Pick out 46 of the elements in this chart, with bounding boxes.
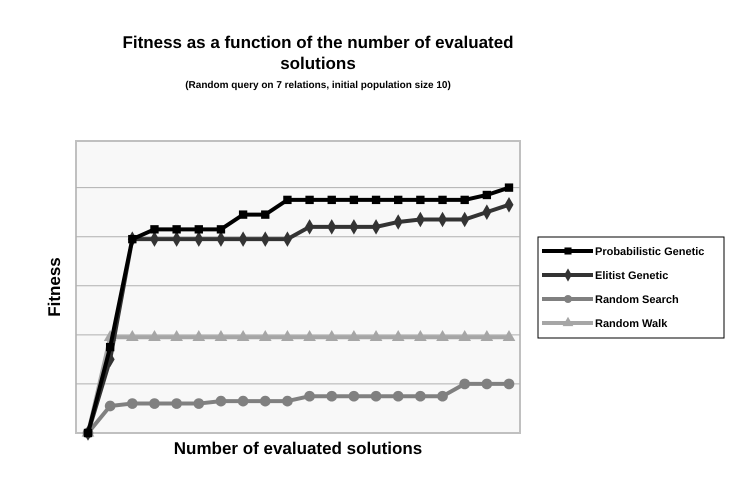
- point: [437, 390, 448, 402]
- point: [261, 210, 270, 219]
- point: [304, 390, 315, 402]
- point: [126, 398, 138, 409]
- point: [416, 196, 425, 204]
- chart-title: Fitness as a function of the number of evaluated solutions: [122, 33, 514, 73]
- point: [482, 190, 492, 200]
- point: [238, 396, 248, 406]
- point: [350, 196, 358, 204]
- point: [216, 396, 226, 406]
- point: [150, 225, 159, 234]
- point: [260, 396, 271, 406]
- point: [194, 225, 203, 234]
- point: [282, 396, 293, 406]
- point: [328, 196, 336, 204]
- point: [104, 400, 116, 412]
- legend-label: Random Search: [595, 294, 680, 306]
- point: [504, 183, 514, 192]
- legend-label: Probabilistic Genetic: [595, 246, 704, 258]
- point: [370, 390, 382, 402]
- point: [481, 378, 492, 390]
- chart-subtitle: (Random query on 7 relations, initial population size 10): [185, 80, 451, 91]
- point: [171, 398, 182, 409]
- point: [106, 342, 114, 352]
- point: [193, 398, 204, 409]
- point: [460, 196, 469, 204]
- y-axis-title: Fitness: [45, 257, 64, 317]
- legend-label: Random Walk: [595, 318, 668, 330]
- point: [238, 210, 248, 219]
- point: [394, 196, 402, 204]
- point: [438, 196, 447, 204]
- point: [172, 225, 181, 234]
- x-axis-title: Number of evaluated solutions: [174, 439, 422, 458]
- point: [415, 390, 426, 402]
- point: [504, 378, 514, 390]
- point: [392, 390, 404, 402]
- point: [326, 390, 338, 402]
- point: [348, 390, 360, 402]
- point: [305, 196, 314, 204]
- point: [283, 196, 292, 204]
- legend-label: Elitist Genetic: [595, 270, 668, 282]
- point: [372, 196, 380, 204]
- point: [216, 225, 226, 234]
- point: [128, 234, 136, 244]
- point: [459, 378, 470, 390]
- point: [149, 398, 160, 409]
